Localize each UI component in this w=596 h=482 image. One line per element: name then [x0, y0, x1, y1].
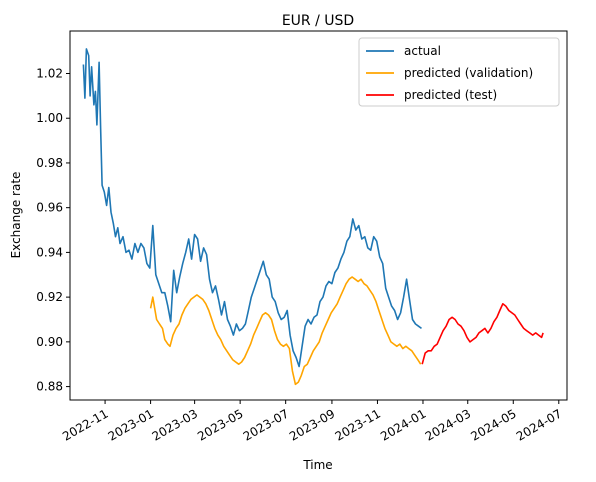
x-tick-label: 2024-01: [378, 406, 428, 443]
y-tick-label: 0.98: [36, 156, 63, 170]
x-tick-label: 2023-01: [106, 406, 156, 443]
x-tick-label: 2023-05: [195, 406, 245, 443]
series-line-2: [149, 276, 422, 386]
y-tick-label: 0.90: [36, 335, 63, 349]
x-tick-label: 2023-07: [241, 406, 291, 443]
x-tick-label: 2023-09: [287, 406, 337, 443]
legend-box: [358, 37, 560, 107]
chart-title: EUR / USD: [282, 13, 354, 29]
y-axis: 0.88 0.90 0.92 0.94 0.96 0.98 1.00 1.02: [36, 66, 70, 394]
legend: actual predicted (validation) predicted (t…: [358, 37, 560, 107]
y-tick-label: 0.94: [36, 245, 63, 259]
y-axis-label: Exchange rate: [9, 172, 23, 259]
y-tick-label: 1.00: [36, 111, 63, 125]
x-tick-label: 2023-03: [150, 406, 200, 443]
series-line-3: [421, 303, 544, 365]
y-tick-label: 0.96: [36, 201, 63, 215]
y-tick-label: 1.02: [36, 66, 63, 80]
x-tick-label: 2023-11: [333, 406, 383, 443]
legend-label: predicted (validation): [404, 66, 533, 80]
legend-label: predicted (test): [404, 88, 497, 102]
x-tick-label: 2022-11: [60, 406, 110, 443]
y-tick-label: 0.92: [36, 290, 63, 304]
y-tick-label: 0.88: [36, 380, 63, 394]
legend-label: actual: [404, 44, 441, 58]
series-line-1: [82, 48, 422, 368]
x-axis-label: Time: [302, 458, 332, 472]
x-tick-label: 2024-05: [468, 406, 518, 443]
plot-frame: [69, 30, 568, 401]
plot-area: [82, 48, 544, 386]
x-tick-label: 2024-07: [514, 406, 564, 443]
x-axis: 2022-112023-012023-032023-052023-072023-…: [60, 400, 564, 444]
x-tick-label: 2024-03: [423, 406, 473, 443]
